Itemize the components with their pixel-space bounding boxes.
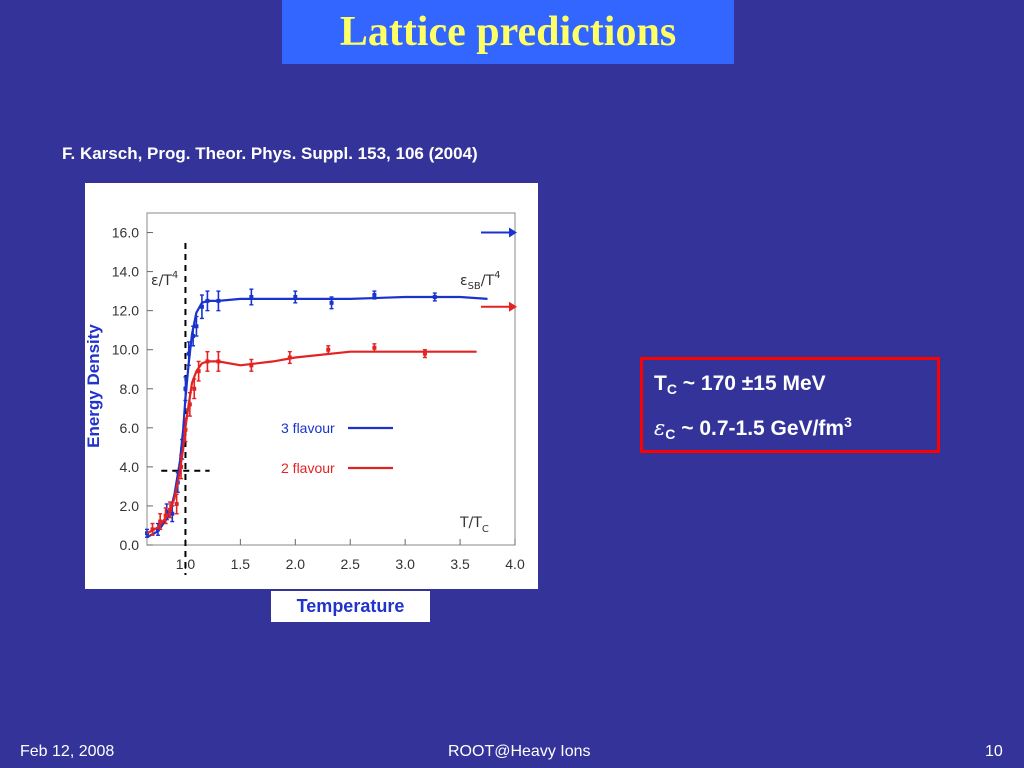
series-1-point-12	[249, 363, 254, 368]
title-box: Lattice predictions	[282, 0, 734, 64]
x-tick-label-6: 4.0	[505, 556, 525, 572]
y-tick-label-4: 8.0	[120, 381, 140, 397]
series-1-point-3	[168, 507, 173, 512]
series-0-point-1	[155, 527, 160, 532]
citation: F. Karsch, Prog. Theor. Phys. Suppl. 153…	[62, 144, 478, 163]
series-1-point-13	[287, 355, 292, 360]
x-tick-label-2: 2.0	[286, 556, 306, 572]
result-box: TC ~ 170 ±15 MeV εC ~ 0.7-1.5 GeV/fm3	[640, 357, 940, 453]
series-1-point-15	[372, 345, 377, 350]
series-0-point-16	[372, 293, 377, 298]
legend-label-1: 2 flavour	[281, 460, 335, 476]
ec-symbol: ε	[654, 416, 666, 440]
tc-symbol: T	[654, 372, 667, 395]
series-0-point-7	[186, 351, 191, 356]
series-0-point-11	[205, 298, 210, 303]
series-1-point-2	[163, 513, 168, 518]
x-overlay-label: Temperature	[271, 591, 430, 622]
plot-panel: 0.02.04.06.08.010.012.014.016.01.01.52.0…	[85, 183, 538, 589]
series-1-point-11	[216, 359, 221, 364]
page-number: 10	[985, 743, 1003, 760]
series-1-point-10	[205, 359, 210, 364]
plot-frame	[146, 212, 516, 546]
footer-date: Feb 12, 2008	[20, 743, 115, 760]
slide-title: Lattice predictions	[339, 9, 677, 55]
series-0-point-14	[293, 294, 298, 299]
x-axis-label: T/TC	[459, 515, 489, 535]
series-0-curve	[146, 295, 488, 539]
ec-subscript: C	[665, 426, 676, 442]
x-tick-label-4: 3.0	[395, 556, 415, 572]
series-0-point-8	[191, 334, 196, 339]
legend-label-0: 3 flavour	[281, 420, 335, 436]
x-tick-label-5: 3.5	[450, 556, 470, 572]
series-0-point-9	[194, 324, 199, 329]
ec-superscript: 3	[844, 414, 852, 430]
series-0-point-17	[432, 294, 437, 299]
footer: Feb 12, 2008 ROOT@Heavy Ions 10	[0, 740, 1024, 768]
sb-arrow-head-0	[509, 227, 517, 238]
series-0-point-15	[329, 300, 334, 305]
y-tick-label-6: 12.0	[112, 303, 139, 319]
series-1-point-5	[179, 464, 184, 469]
y-axis-label: ε/T4	[151, 270, 178, 289]
ec-value: ~ 0.7-1.5 GeV/fm	[675, 417, 845, 440]
series-0-point-2	[164, 509, 169, 514]
tc-result: TC ~ 170 ±15 MeV	[654, 372, 826, 397]
series-1-point-14	[326, 347, 331, 352]
y-tick-label-7: 14.0	[112, 264, 139, 280]
y-tick-label-1: 2.0	[120, 498, 140, 514]
series-1-point-6	[183, 427, 188, 432]
series-1-point-0	[150, 527, 155, 532]
lattice-chart: 0.02.04.06.08.010.012.014.016.01.01.52.0…	[112, 212, 525, 575]
sb-arrow-head-1	[509, 301, 517, 312]
y-tick-label-8: 16.0	[112, 225, 139, 241]
tc-value: ~ 170 ±15 MeV	[676, 372, 826, 395]
footer-title: ROOT@Heavy Ions	[448, 743, 591, 760]
y-tick-label-2: 4.0	[120, 459, 140, 475]
series-1-point-7	[187, 402, 192, 407]
series-1-point-9	[196, 369, 201, 374]
x-tick-label-3: 2.5	[340, 556, 360, 572]
series-1-point-16	[422, 351, 427, 356]
series-1-point-8	[192, 386, 197, 391]
series-1-point-1	[158, 519, 163, 524]
x-overlay-label-text: Temperature	[296, 596, 405, 616]
ec-result: εC ~ 0.7-1.5 GeV/fm3	[654, 414, 852, 442]
y-tick-label-5: 10.0	[112, 342, 139, 358]
series-0-point-6	[183, 386, 188, 391]
x-tick-label-1: 1.5	[231, 556, 251, 572]
y-overlay-label-text: Energy Density	[84, 324, 103, 448]
series-0-point-13	[249, 294, 254, 299]
y-tick-label-0: 0.0	[120, 537, 140, 553]
y-tick-label-3: 6.0	[120, 420, 140, 436]
series-0-point-12	[216, 298, 221, 303]
sb-limit-label: εSB/T4	[460, 270, 500, 292]
series-1-curve	[146, 350, 477, 535]
series-0-point-3	[170, 511, 175, 516]
series-1-point-4	[174, 501, 179, 506]
tc-subscript: C	[666, 381, 677, 397]
series-0-point-10	[199, 304, 204, 309]
